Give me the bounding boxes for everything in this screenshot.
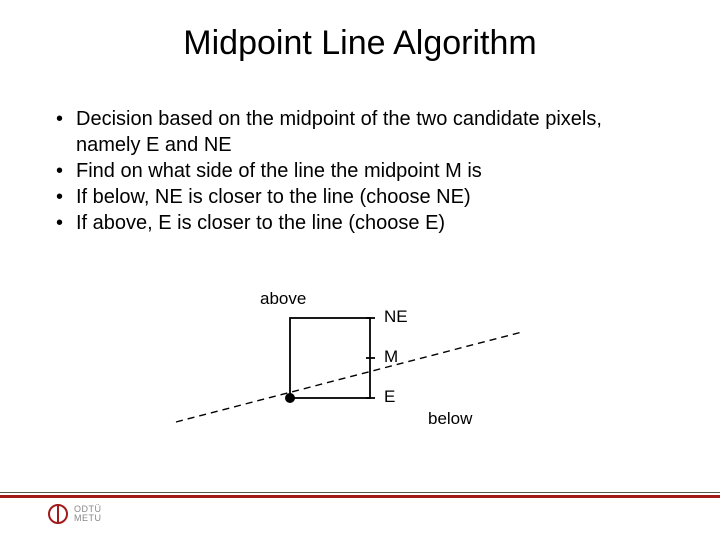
slide: Midpoint Line Algorithm Decision based o… <box>0 0 720 540</box>
label-m: M <box>384 347 398 366</box>
bullet-item: If above, E is closer to the line (choos… <box>50 210 670 236</box>
slide-title: Midpoint Line Algorithm <box>0 24 720 63</box>
pixel-rect <box>290 318 370 398</box>
bullet-item: Find on what side of the line the midpoi… <box>50 158 670 184</box>
logo-line2: METU <box>74 514 102 523</box>
footer-rule-thin <box>0 492 720 493</box>
dot-current-pixel <box>285 393 295 403</box>
label-ne: NE <box>384 307 408 326</box>
midpoint-diagram: above below NE M E <box>170 280 530 450</box>
label-above: above <box>260 289 306 308</box>
metu-logo-icon <box>48 504 68 524</box>
bullet-list: Decision based on the midpoint of the tw… <box>50 106 670 236</box>
diagram-svg: above below NE M E <box>170 280 530 450</box>
label-below: below <box>428 409 473 428</box>
label-e: E <box>384 387 395 406</box>
metu-logo-text: ODTÜ METU <box>74 505 102 523</box>
bullet-item: Decision based on the midpoint of the tw… <box>50 106 670 158</box>
metu-logo: ODTÜ METU <box>48 504 102 524</box>
footer-rule-red <box>0 495 720 498</box>
bullet-item: If below, NE is closer to the line (choo… <box>50 184 670 210</box>
